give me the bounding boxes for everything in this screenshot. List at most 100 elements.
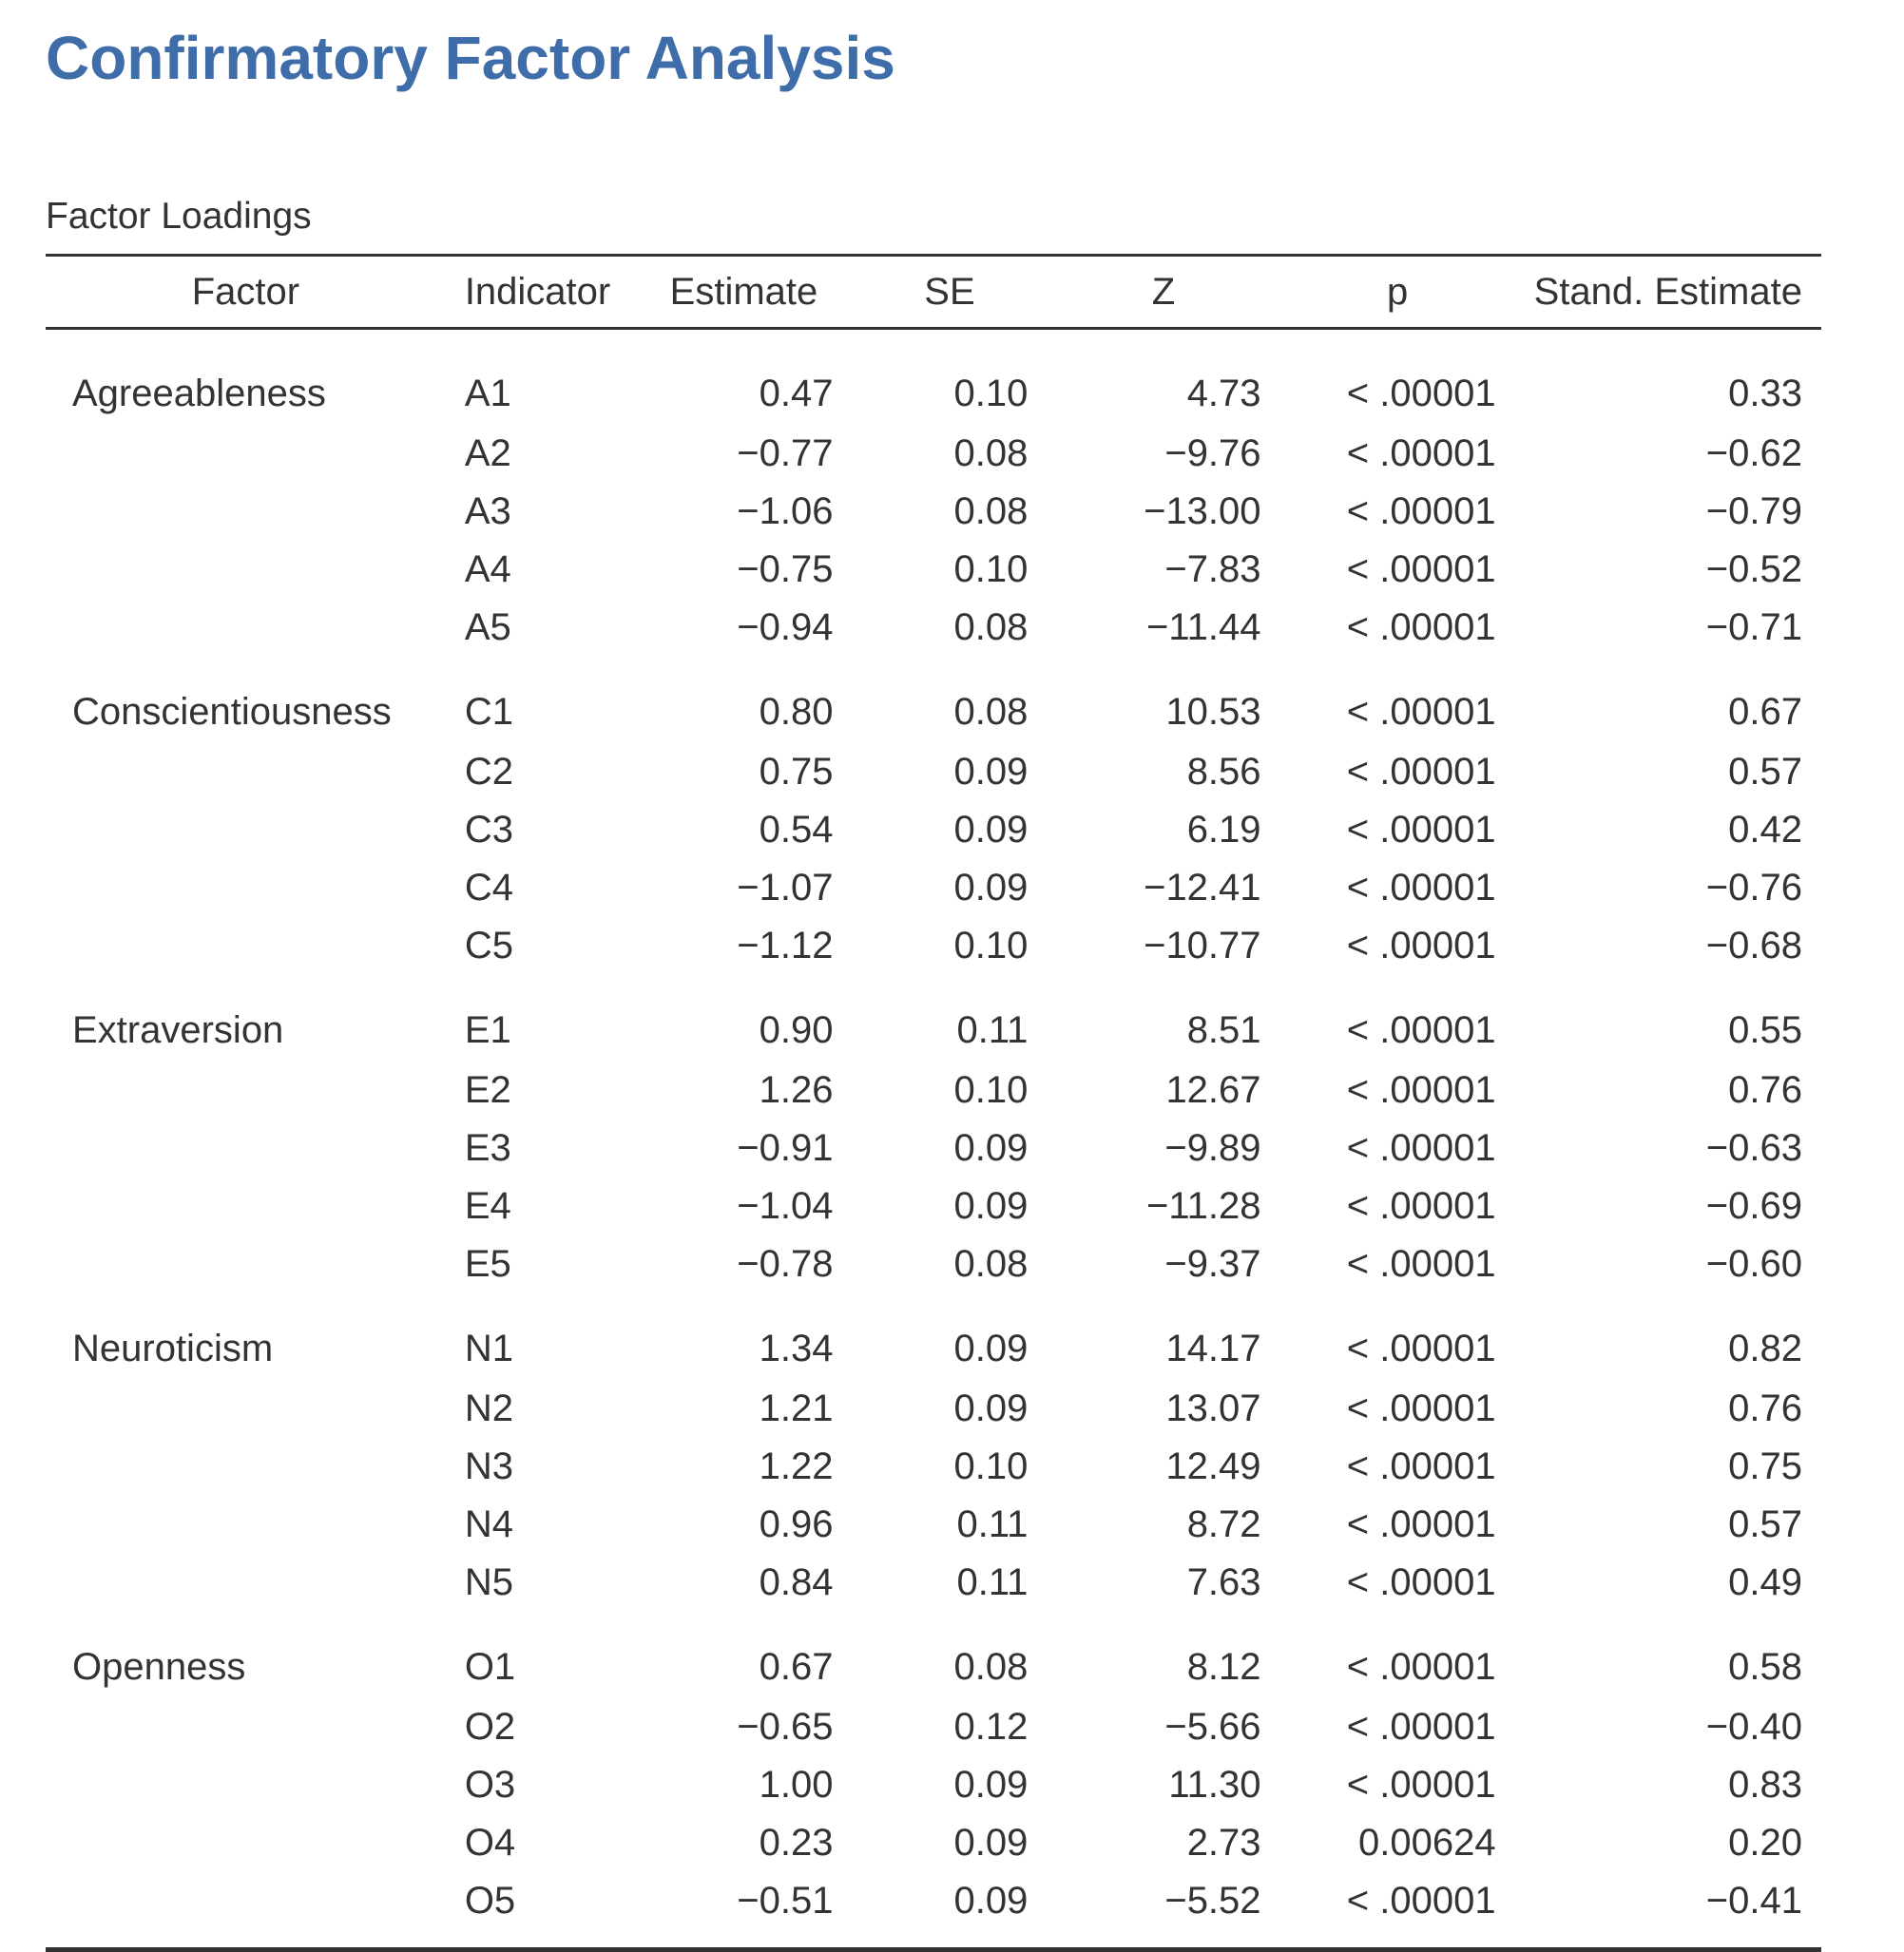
cell-se: 0.08 <box>853 1612 1048 1698</box>
cell-se: 0.10 <box>853 541 1048 599</box>
cell-estimate: −0.65 <box>635 1698 852 1756</box>
cell-z: 2.73 <box>1047 1814 1279 1872</box>
cell-indicator: A4 <box>446 541 636 599</box>
cell-factor <box>46 1756 446 1814</box>
table-header-row: Factor Indicator Estimate SE Z p Stand. … <box>46 256 1821 329</box>
cell-indicator: N3 <box>446 1438 636 1496</box>
cell-factor: Conscientiousness <box>46 657 446 743</box>
cell-indicator: A2 <box>446 425 636 483</box>
cell-se: 0.09 <box>853 1177 1048 1235</box>
cell-z: 8.56 <box>1047 743 1279 801</box>
cell-estimate: 1.21 <box>635 1380 852 1438</box>
cell-factor <box>46 743 446 801</box>
cell-z: 8.72 <box>1047 1496 1279 1554</box>
table-caption: Factor Loadings <box>46 195 312 239</box>
cell-z: −12.41 <box>1047 859 1279 917</box>
cell-estimate: 0.90 <box>635 975 852 1062</box>
cell-stand-estimate: 0.20 <box>1515 1814 1821 1872</box>
cell-indicator: C4 <box>446 859 636 917</box>
cell-se: 0.09 <box>853 743 1048 801</box>
cell-z: −9.37 <box>1047 1235 1279 1293</box>
cell-estimate: 0.96 <box>635 1496 852 1554</box>
cell-stand-estimate: 0.33 <box>1515 329 1821 426</box>
cell-estimate: 0.67 <box>635 1612 852 1698</box>
cell-indicator: O1 <box>446 1612 636 1698</box>
cell-stand-estimate: −0.41 <box>1515 1872 1821 1950</box>
cell-indicator: A1 <box>446 329 636 426</box>
cell-se: 0.09 <box>853 1380 1048 1438</box>
cell-estimate: 0.80 <box>635 657 852 743</box>
cell-p: < .00001 <box>1280 859 1515 917</box>
cell-z: 14.17 <box>1047 1293 1279 1380</box>
cell-p: < .00001 <box>1280 657 1515 743</box>
cell-stand-estimate: 0.57 <box>1515 743 1821 801</box>
cell-indicator: C5 <box>446 917 636 975</box>
cell-stand-estimate: −0.79 <box>1515 483 1821 541</box>
cell-factor: Openness <box>46 1612 446 1698</box>
cell-indicator: C2 <box>446 743 636 801</box>
cell-indicator: O2 <box>446 1698 636 1756</box>
column-header-se: SE <box>853 256 1048 329</box>
cell-factor <box>46 1235 446 1293</box>
column-header-estimate: Estimate <box>635 256 852 329</box>
cell-estimate: 0.47 <box>635 329 852 426</box>
cell-factor <box>46 541 446 599</box>
cell-stand-estimate: 0.75 <box>1515 1438 1821 1496</box>
cell-p: < .00001 <box>1280 1293 1515 1380</box>
cell-se: 0.09 <box>853 1872 1048 1950</box>
cell-estimate: −0.78 <box>635 1235 852 1293</box>
cell-stand-estimate: −0.60 <box>1515 1235 1821 1293</box>
cell-estimate: −0.94 <box>635 599 852 657</box>
cell-p: < .00001 <box>1280 1380 1515 1438</box>
cell-indicator: E5 <box>446 1235 636 1293</box>
cell-p: < .00001 <box>1280 1698 1515 1756</box>
cell-factor <box>46 1496 446 1554</box>
cell-se: 0.10 <box>853 1438 1048 1496</box>
cell-estimate: −0.51 <box>635 1872 852 1950</box>
cell-se: 0.08 <box>853 657 1048 743</box>
cell-estimate: −0.91 <box>635 1120 852 1177</box>
cell-factor: Agreeableness <box>46 329 446 426</box>
cell-factor <box>46 1177 446 1235</box>
cell-se: 0.09 <box>853 801 1048 859</box>
cell-z: 12.67 <box>1047 1062 1279 1120</box>
cell-indicator: A3 <box>446 483 636 541</box>
cell-se: 0.08 <box>853 425 1048 483</box>
column-header-stand-estimate: Stand. Estimate <box>1515 256 1821 329</box>
cell-z: 4.73 <box>1047 329 1279 426</box>
cell-se: 0.08 <box>853 483 1048 541</box>
cell-z: −9.76 <box>1047 425 1279 483</box>
cell-stand-estimate: 0.42 <box>1515 801 1821 859</box>
cell-factor <box>46 483 446 541</box>
cell-indicator: O5 <box>446 1872 636 1950</box>
cell-z: −11.44 <box>1047 599 1279 657</box>
cell-stand-estimate: 0.82 <box>1515 1293 1821 1380</box>
cell-se: 0.09 <box>853 859 1048 917</box>
cell-z: −5.52 <box>1047 1872 1279 1950</box>
cell-se: 0.11 <box>853 1496 1048 1554</box>
cell-stand-estimate: 0.58 <box>1515 1612 1821 1698</box>
cell-se: 0.12 <box>853 1698 1048 1756</box>
cell-p: < .00001 <box>1280 1062 1515 1120</box>
cell-p: < .00001 <box>1280 917 1515 975</box>
cell-estimate: −0.75 <box>635 541 852 599</box>
cell-factor <box>46 1554 446 1612</box>
cell-p: < .00001 <box>1280 1177 1515 1235</box>
